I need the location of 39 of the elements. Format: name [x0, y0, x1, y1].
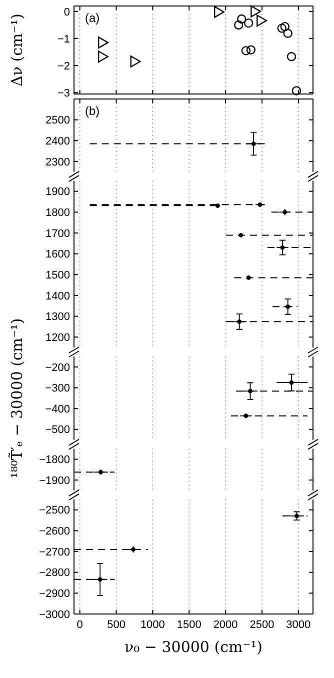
y-tick-label: −400	[45, 403, 70, 416]
y-tick-label: −2	[57, 60, 70, 72]
y-tick-label: −3	[57, 87, 70, 100]
y-tick-label: −1900	[39, 474, 70, 487]
annotation: (b)	[85, 104, 100, 118]
y-tick-label: −300	[45, 382, 70, 395]
y-tick-label: −2600	[39, 526, 70, 538]
y-tick-label: −1	[57, 33, 70, 46]
x-tick-label: 2500	[250, 619, 274, 631]
x-tick-label: 500	[107, 619, 126, 631]
y-tick-label: 1600	[46, 248, 70, 261]
y-tick-label: −2800	[39, 567, 70, 580]
annotation: (a)	[85, 11, 100, 25]
y-tick-label: 1500	[46, 269, 70, 282]
y-tick-label: −200	[45, 362, 70, 374]
y-tick-label: 2500	[46, 114, 70, 127]
x-tick-label: 1500	[176, 619, 202, 631]
y-tick-label: −2700	[39, 546, 70, 558]
y-axis-title: ¹⁸⁰T̃′ₑ − 30000 (cm⁻¹)	[7, 318, 26, 478]
y-axis-title: Δν (cm⁻¹)	[8, 14, 26, 86]
y-tick-label: −500	[45, 424, 70, 436]
y-tick-label: 2400	[46, 136, 70, 148]
x-tick-label: 3000	[286, 619, 311, 631]
x-tick-label: 0	[76, 619, 83, 631]
y-tick-label: −2500	[39, 504, 70, 517]
x-tick-label: 2000	[213, 619, 238, 631]
x-tick-label: 1000	[140, 619, 165, 631]
y-tick-label: 1800	[46, 206, 70, 219]
y-tick-label: −2900	[39, 588, 70, 600]
y-tick-label: 1400	[46, 290, 70, 302]
x-axis-title: ν₀ − 30000 (cm⁻¹)	[124, 638, 262, 656]
y-tick-label: −1800	[39, 454, 70, 466]
y-tick-label: 1300	[46, 311, 70, 324]
y-tick-label: 0	[64, 6, 70, 18]
y-tick-label: 1900	[46, 186, 70, 198]
y-tick-label: 1700	[46, 228, 70, 240]
y-tick-label: 1200	[46, 332, 70, 344]
y-tick-label: 2300	[46, 156, 70, 168]
y-tick-label: −3000	[39, 608, 70, 621]
